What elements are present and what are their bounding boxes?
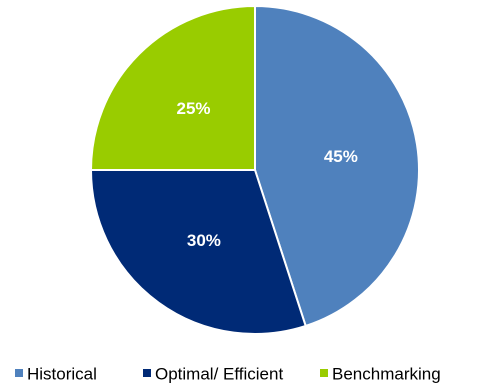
legend-label-optimal-efficient: Optimal/ Efficient — [155, 365, 283, 384]
legend: Historical Optimal/ Efficient Benchmarking — [15, 365, 441, 384]
legend-label-benchmarking: Benchmarking — [332, 365, 441, 384]
pie-labels: 45% 30% 25% — [177, 99, 358, 250]
data-label-optimal-efficient: 30% — [187, 231, 221, 250]
legend-swatch-optimal-efficient — [143, 369, 151, 377]
pie-slices — [89, 4, 420, 335]
pie-slice-optimal-efficient — [89, 169, 307, 335]
pie-slice-historical — [254, 4, 420, 328]
legend-swatch-benchmarking — [320, 369, 328, 377]
pie-slice-benchmarking — [89, 4, 256, 171]
data-label-historical: 45% — [324, 147, 358, 166]
legend-swatch-historical — [15, 369, 23, 377]
data-label-benchmarking: 25% — [177, 99, 211, 118]
legend-label-historical: Historical — [27, 365, 97, 384]
